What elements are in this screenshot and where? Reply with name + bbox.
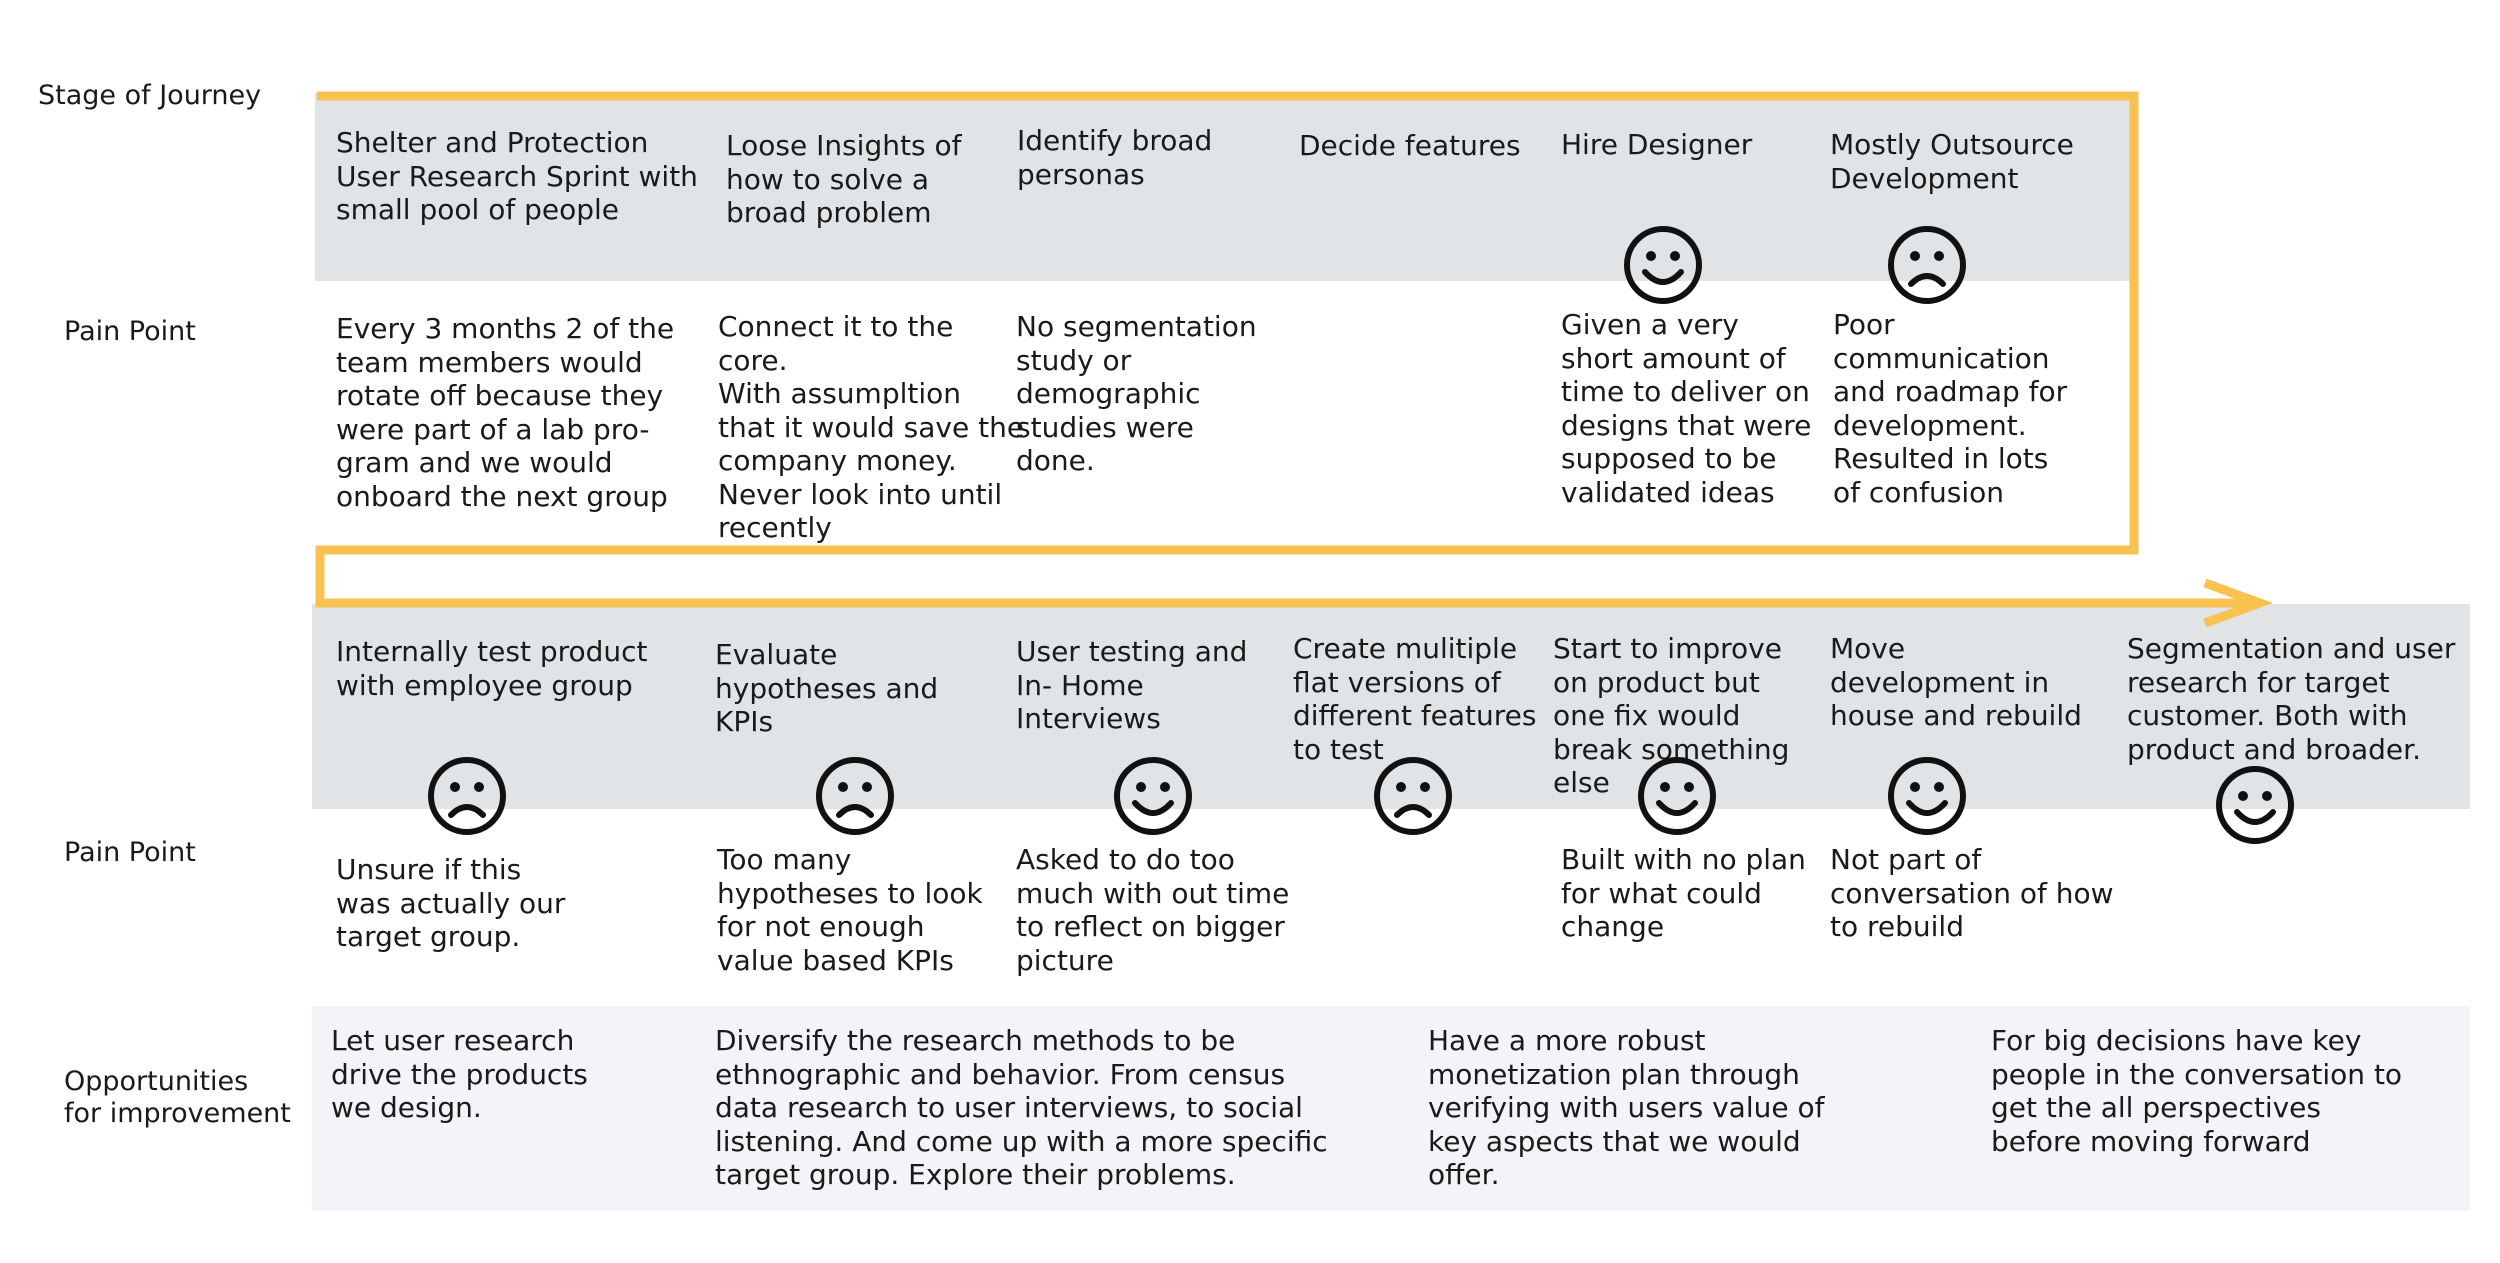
smiley-face-icon bbox=[1624, 226, 1702, 304]
frowning-face-icon bbox=[816, 757, 894, 835]
row1-stage-5: Hire Designer bbox=[1561, 128, 1753, 161]
row2-pain-point-6: Not part of conversation of how to rebui… bbox=[1830, 843, 2114, 943]
opportunity-4: For big decisions have key people in the… bbox=[1991, 1024, 2403, 1158]
row1-stage-4: Decide features bbox=[1299, 129, 1521, 162]
row1-stage-6: Mostly Outsource Development bbox=[1830, 128, 2074, 195]
label-opportunities: Opportunities for improvement bbox=[64, 1066, 291, 1129]
smiley-face-icon bbox=[1888, 757, 1966, 835]
label-pain-point-1: Pain Point bbox=[64, 316, 196, 347]
smiley-face-icon bbox=[2216, 766, 2294, 844]
row2-stage-4: Create mulitiple flat versions of differ… bbox=[1293, 632, 1537, 766]
row1-stage-2: Loose Insights of how to solve a broad p… bbox=[726, 129, 962, 229]
frowning-face-icon bbox=[428, 757, 506, 835]
opportunity-3: Have a more robust monetization plan thr… bbox=[1428, 1024, 1825, 1191]
row1-pain-point-1: Every 3 months 2 of the team members wou… bbox=[336, 312, 675, 513]
row1-pain-point-2: Connect it to the core. With assumpltion… bbox=[718, 310, 1025, 544]
opportunity-1: Let user research drive the products we … bbox=[331, 1024, 588, 1124]
row2-stage-6: Move development in house and rebuild bbox=[1830, 632, 2082, 732]
row2-pain-point-1: Unsure if this was actually our target g… bbox=[336, 853, 566, 953]
smiley-face-icon bbox=[1114, 757, 1192, 835]
journey-line bbox=[315, 91, 2250, 608]
journey-arrowhead bbox=[2203, 578, 2274, 628]
row2-stage-3: User testing and In- Home Interviews bbox=[1016, 635, 1248, 735]
row2-stage-2: Evaluate hypotheses and KPIs bbox=[715, 638, 939, 738]
row1-stage-1: Shelter and Protection User Research Spr… bbox=[336, 126, 698, 226]
row2-stage-band bbox=[312, 604, 2470, 809]
row1-pain-point-3: No segmentation study or demographic stu… bbox=[1016, 310, 1257, 477]
row1-stage-band bbox=[315, 93, 2135, 281]
row2-pain-point-5: Built with no plan for what could change bbox=[1561, 843, 1806, 943]
label-pain-point-2: Pain Point bbox=[64, 837, 196, 868]
row2-stage-7: Segmentation and user research for targe… bbox=[2127, 632, 2456, 766]
smiley-face-icon bbox=[1638, 757, 1716, 835]
row1-pain-point-6: Poor communication and roadmap for devel… bbox=[1833, 308, 2068, 509]
row1-pain-point-5: Given a very short amount of time to del… bbox=[1561, 308, 1812, 509]
label-stage-of-journey: Stage of Journey bbox=[38, 80, 262, 111]
frowning-face-icon bbox=[1888, 226, 1966, 304]
row2-stage-5: Start to improve on product but one fix … bbox=[1553, 632, 1790, 799]
row2-stage-1: Internally test product with employee gr… bbox=[336, 635, 648, 702]
frowning-face-icon bbox=[1374, 757, 1452, 835]
row2-pain-point-3: Asked to do too much with out time to re… bbox=[1016, 843, 1290, 977]
opportunity-2: Diversify the research methods to be eth… bbox=[715, 1024, 1328, 1191]
row1-stage-3: Identify broad personas bbox=[1017, 124, 1213, 191]
row2-pain-point-2: Too many hypotheses to look for not enou… bbox=[717, 843, 983, 977]
opportunities-band bbox=[312, 1006, 2470, 1211]
